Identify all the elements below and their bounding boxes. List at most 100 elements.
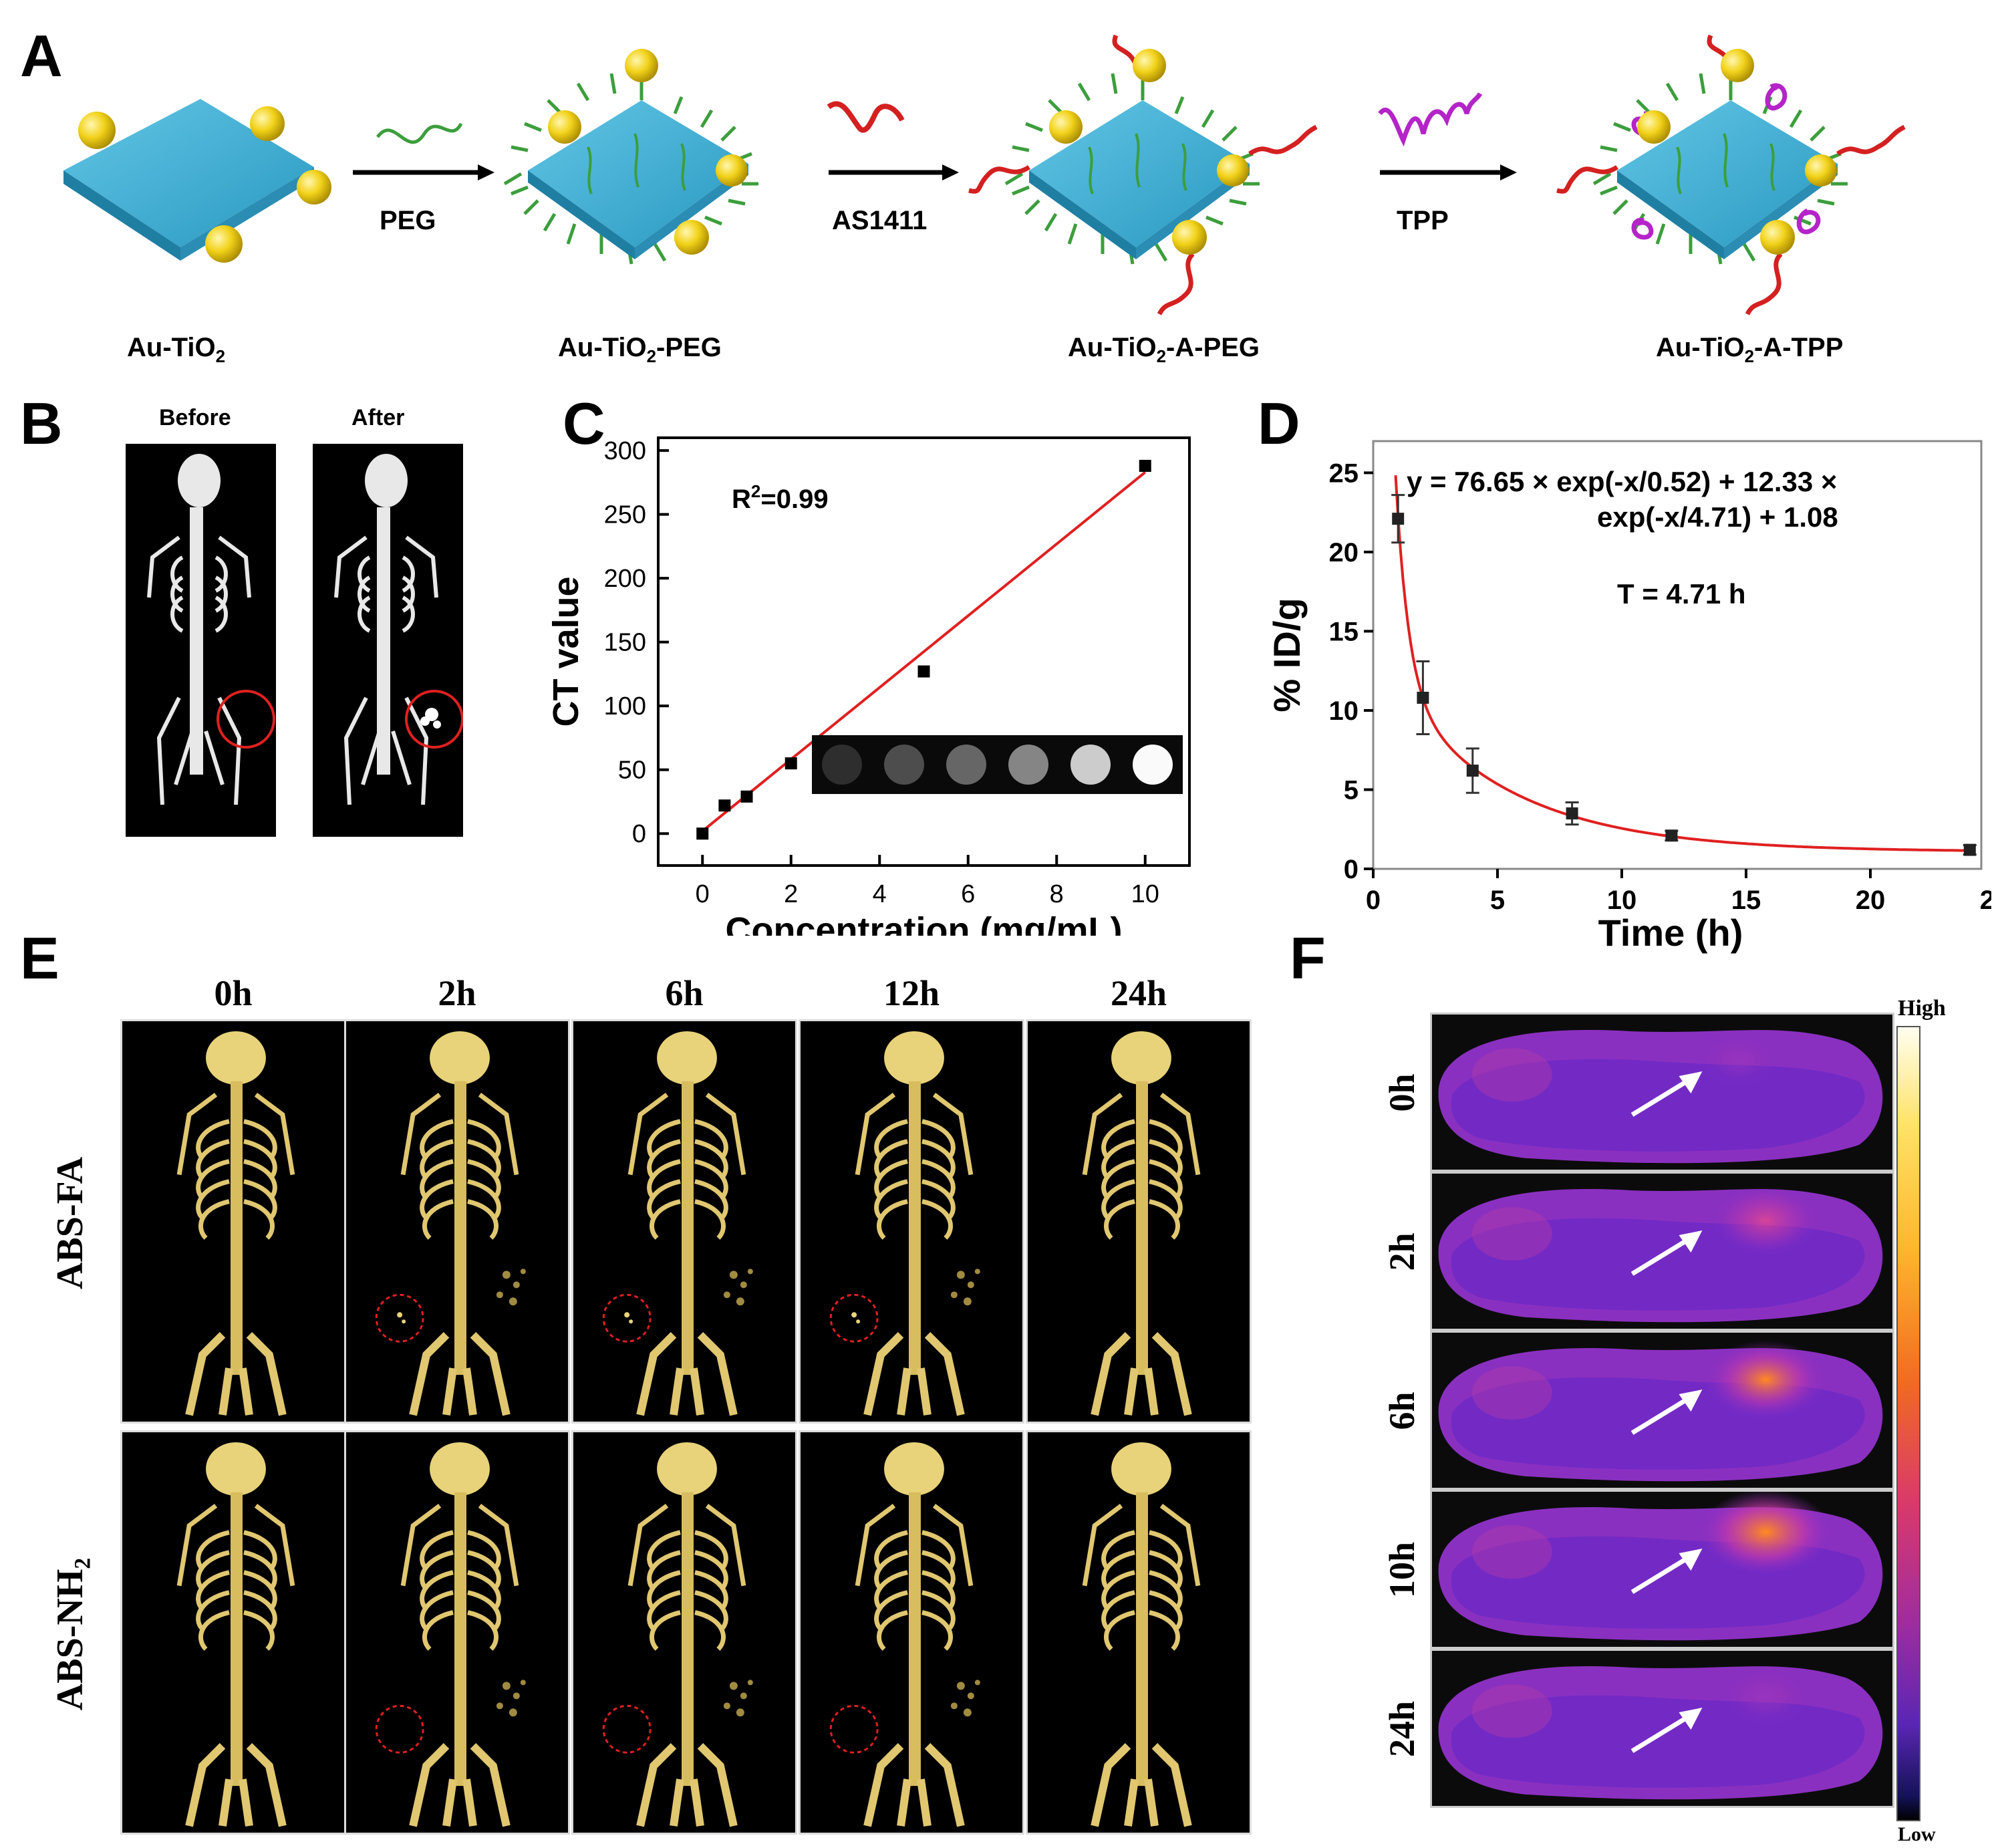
y-tick-label: 300 (604, 437, 646, 465)
phantom-well (946, 745, 986, 785)
panel-e-label: E (20, 925, 59, 991)
y-tick-label: 200 (604, 565, 646, 593)
row-label: ABS-NH₂ (49, 1557, 91, 1710)
fluorescence-image (1430, 1172, 1894, 1331)
y-tick-label: 0 (1344, 855, 1358, 884)
data-point (1665, 829, 1678, 842)
y-tick-label: 150 (604, 629, 646, 657)
y-tick-label: 15 (1329, 617, 1359, 646)
phantom-well (1008, 745, 1048, 785)
time-header: 12h (883, 973, 940, 1013)
fluorescence-image (1430, 1013, 1894, 1172)
x-tick-label: 8 (1050, 880, 1064, 908)
data-point (1566, 807, 1578, 820)
y-tick-label: 0 (632, 820, 646, 848)
skeleton-ct-image (120, 1019, 346, 1424)
panel-a-label: A (20, 23, 63, 89)
arrow-label-tpp: TPP (1397, 206, 1449, 235)
y-tick-label: 20 (1329, 538, 1359, 567)
y-tick-label: 25 (1329, 458, 1359, 488)
x-tick-label: 10 (1607, 886, 1637, 915)
panel-f-label: F (1290, 925, 1326, 991)
arrow-as1411-graphic (827, 101, 959, 180)
phantom-well (822, 745, 862, 785)
time-header: 0h (214, 973, 253, 1013)
colorbar-high-label: High (1898, 996, 1946, 1021)
biodistribution-chart: 0 5 10 15 20 25 0 5 10 15 20 25 Time (h) % ID/g y = 76… (1266, 440, 1991, 954)
y-tick-label: 5 (1344, 775, 1358, 805)
phantom-well (884, 745, 924, 785)
time-label: 10h (1382, 1541, 1422, 1599)
fluorescence-image (1430, 1490, 1894, 1649)
time-header: 24h (1110, 973, 1167, 1013)
stage-label-au-tio2-a-peg: Au-TiO2-A-PEG (1068, 333, 1260, 366)
panel-d-label: D (1258, 390, 1300, 456)
skeleton-ct-image (120, 1430, 346, 1835)
y-tick-label: 100 (604, 692, 646, 720)
r-squared-annotation: R2=0.99 (732, 481, 829, 514)
data-point (718, 799, 731, 812)
half-life-label: T = 4.71 h (1617, 578, 1746, 610)
fit-equation-line1: y = 76.65 × exp(-x/0.52) + 12.33 × (1407, 466, 1837, 497)
plot-frame (657, 436, 1191, 867)
stage-label-au-tio2-a-tpp: Au-TiO2-A-TPP (1656, 333, 1844, 366)
time-label: 0h (1382, 1073, 1422, 1112)
x-tick-label: 5 (1490, 886, 1505, 915)
phantom-inset (812, 735, 1183, 794)
data-point (740, 790, 753, 803)
x-tick-label: 15 (1731, 886, 1761, 915)
time-label: 6h (1382, 1392, 1422, 1430)
arrow-label-peg: PEG (380, 206, 436, 235)
stage-au-tio2-peg-graphic (503, 49, 758, 265)
row-label: ABS-FA (49, 1156, 91, 1289)
data-point (784, 757, 797, 770)
skeleton-ct-image (571, 1430, 797, 1835)
arrow-peg-graphic (353, 122, 494, 180)
fit-equation-line2: exp(-x/4.71) + 1.08 (1597, 501, 1838, 533)
x-tick-label: 10 (1131, 880, 1159, 908)
y-axis-label: % ID/g (1266, 598, 1308, 712)
time-label: 24h (1382, 1700, 1422, 1758)
x-tick-label: 0 (1366, 886, 1381, 915)
panel-b-label: B (20, 390, 63, 456)
colorbar (1896, 1026, 1920, 1821)
fit-line (701, 471, 1147, 832)
time-header: 2h (438, 973, 476, 1013)
data-point (1963, 843, 1976, 856)
x-tick-label: 20 (1856, 886, 1886, 915)
skeleton-ct-image (1026, 1019, 1252, 1424)
ct-image-before (126, 444, 276, 837)
x-tick-label: 25 (1980, 886, 1991, 915)
plot-frame (1372, 440, 1983, 870)
stage-au-tio2-a-tpp-graphic (1556, 34, 1906, 315)
time-label: 2h (1382, 1232, 1422, 1271)
colorbar-low-label: Low (1898, 1823, 1936, 1845)
skeleton-ct-image (344, 1019, 570, 1424)
data-point (696, 827, 709, 840)
caption-after: After (351, 405, 405, 430)
skeleton-ct-image (799, 1019, 1024, 1424)
x-tick-label: 2 (784, 880, 798, 908)
phantom-well (1133, 745, 1173, 785)
skeleton-ct-image (1026, 1430, 1252, 1835)
fit-curve (1394, 475, 1970, 852)
x-axis-label: Time (h) (1598, 912, 1743, 954)
stage-au-tio2-graphic (63, 99, 331, 263)
skeleton-ct-image (799, 1430, 1024, 1835)
panel-a-scheme (63, 34, 1906, 315)
panel-c-label: C (563, 390, 605, 456)
y-tick-label: 250 (604, 501, 646, 529)
arrow-tpp-graphic (1378, 92, 1517, 180)
ct-image-after (313, 444, 463, 837)
y-tick-label: 50 (618, 757, 646, 785)
skeleton-ct-image (344, 1430, 570, 1835)
data-point (1466, 765, 1479, 777)
arrow-label-as1411: AS1411 (832, 206, 927, 235)
stage-label-au-tio2: Au-TiO2 (127, 333, 226, 366)
stage-au-tio2-a-peg-graphic (968, 34, 1318, 315)
caption-before: Before (159, 405, 231, 430)
data-point (1417, 692, 1429, 704)
y-tick-label: 10 (1329, 696, 1359, 726)
skeleton-ct-image (571, 1019, 797, 1424)
data-point (1392, 513, 1405, 525)
